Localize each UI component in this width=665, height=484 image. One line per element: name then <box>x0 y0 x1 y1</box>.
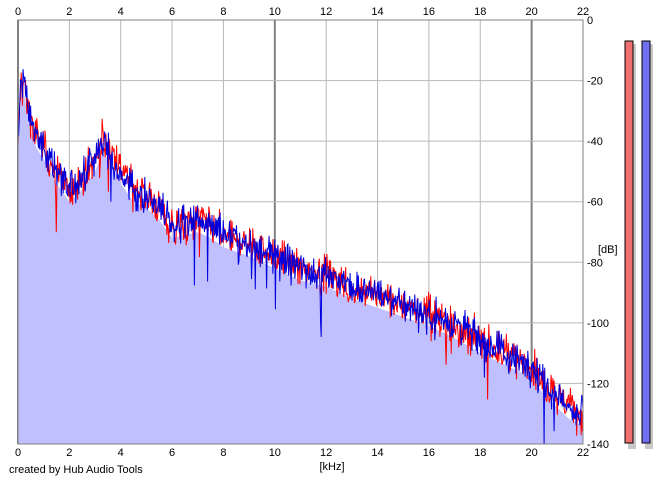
spectrum-area <box>18 90 583 445</box>
series-line-red <box>17 72 584 436</box>
x-tick-label-top: 6 <box>169 6 175 18</box>
x-tick-label-bottom: 22 <box>577 447 589 459</box>
x-tick-label-bottom: 8 <box>220 447 226 459</box>
x-tick-label-bottom: 0 <box>15 447 21 459</box>
x-tick-label-bottom: 6 <box>169 447 175 459</box>
x-tick-label-bottom: 10 <box>269 447 281 459</box>
y-tick-label: -100 <box>587 318 609 330</box>
credit-text: created by Hub Audio Tools <box>9 464 143 476</box>
y-axis-label: [dB] <box>598 244 618 256</box>
y-tick-label: -40 <box>587 136 603 148</box>
x-tick-label-top: 2 <box>66 6 72 18</box>
x-tick-label-top: 14 <box>371 6 383 18</box>
level-meter-right <box>641 40 653 449</box>
x-tick-label-top: 8 <box>220 6 226 18</box>
y-tick-label: -80 <box>587 257 603 269</box>
x-tick-label-bottom: 14 <box>371 447 383 459</box>
x-tick-label-bottom: 20 <box>526 447 538 459</box>
y-tick-label: -60 <box>587 197 603 209</box>
series-line-blue <box>17 69 584 445</box>
x-tick-label-top: 10 <box>269 6 281 18</box>
x-tick-label-top: 16 <box>423 6 435 18</box>
x-tick-label-top: 0 <box>15 6 21 18</box>
x-tick-label-top: 12 <box>320 6 332 18</box>
x-tick-label-top: 18 <box>474 6 486 18</box>
plot-border <box>17 19 584 445</box>
y-tick-label: -140 <box>587 439 609 451</box>
x-tick-label-bottom: 18 <box>474 447 486 459</box>
x-tick-label-top: 22 <box>577 6 589 18</box>
x-tick-label-top: 4 <box>118 6 124 18</box>
y-tick-label: -20 <box>587 76 603 88</box>
x-tick-label-bottom: 16 <box>423 447 435 459</box>
x-tick-label-bottom: 4 <box>118 447 124 459</box>
y-tick-label: -120 <box>587 378 609 390</box>
x-tick-label-top: 20 <box>526 6 538 18</box>
x-tick-label-bottom: 2 <box>66 447 72 459</box>
level-meter-left <box>624 40 636 449</box>
y-tick-label: 0 <box>587 15 593 27</box>
x-axis-label: [kHz] <box>319 461 344 473</box>
x-tick-label-bottom: 12 <box>320 447 332 459</box>
